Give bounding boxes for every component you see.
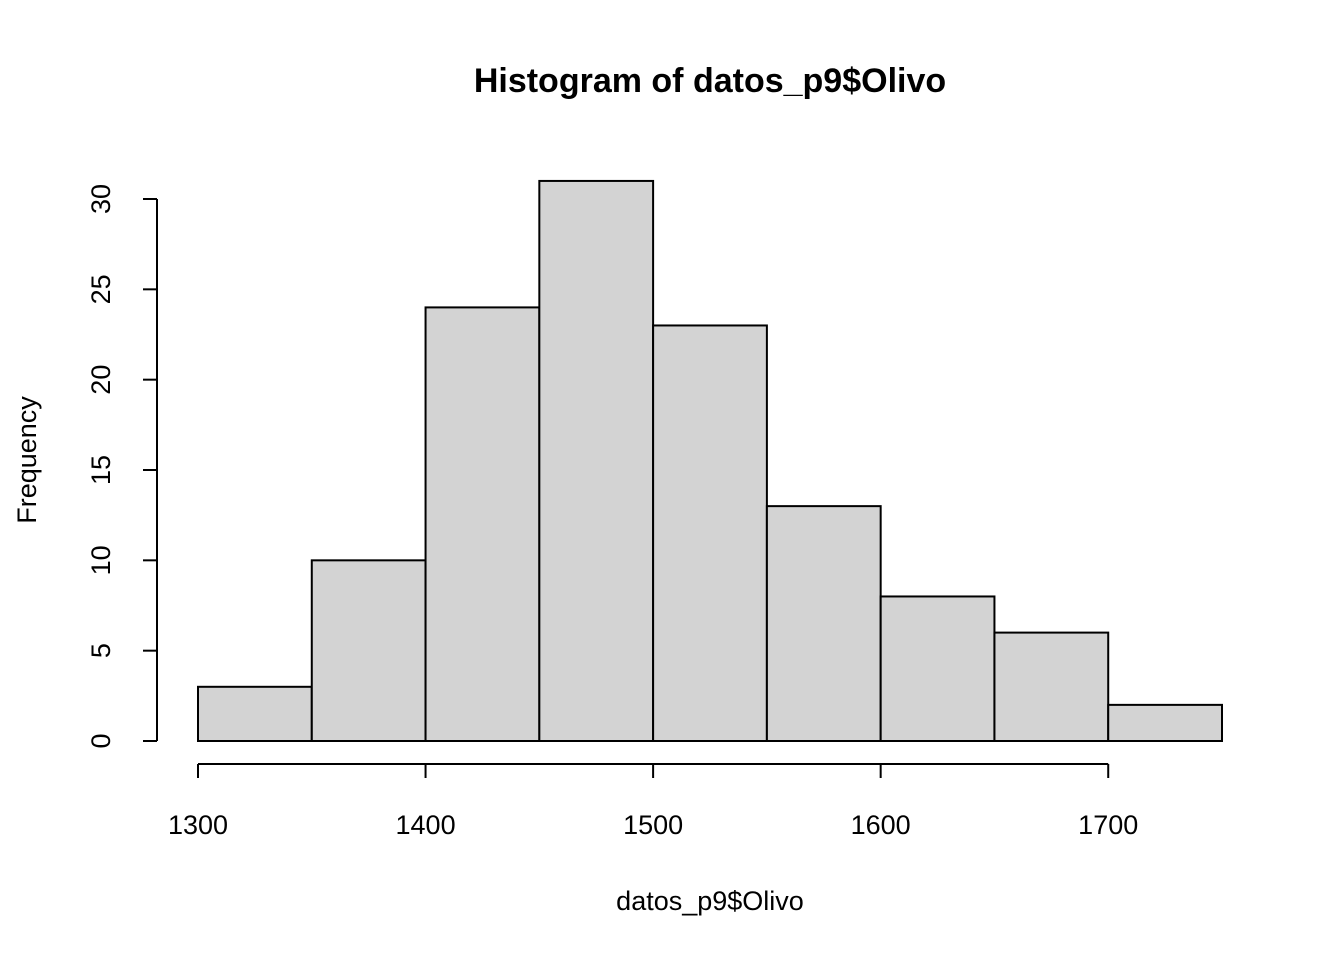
histogram-bar-1 — [310, 559, 427, 742]
x-tick-label-1: 1400 — [396, 810, 456, 840]
x-axis: 1300 1400 1500 1600 1700 — [168, 763, 1138, 840]
y-tick-label-6: 30 — [86, 184, 116, 214]
histogram-bar-7 — [993, 631, 1110, 742]
histogram-bar-2 — [424, 306, 541, 742]
x-axis-label: datos_p9$Olivo — [616, 886, 804, 916]
y-axis: 0 5 10 15 20 25 30 — [86, 184, 158, 749]
x-tick-label-2: 1500 — [623, 810, 683, 840]
histogram-bar-0 — [197, 685, 313, 742]
histogram-bar-8 — [1107, 703, 1223, 742]
chart-title: Histogram of datos_p9$Olivo — [474, 62, 946, 100]
histogram-bar-4 — [652, 324, 768, 742]
y-tick-label-3: 15 — [86, 455, 116, 485]
x-tick-label-4: 1700 — [1078, 810, 1138, 840]
y-axis-label: Frequency — [12, 396, 42, 524]
bars-group — [197, 179, 1223, 743]
y-tick-label-4: 20 — [86, 365, 116, 395]
histogram-bar-5 — [765, 505, 882, 742]
y-tick-label-0: 0 — [86, 733, 116, 748]
y-tick-label-5: 25 — [86, 274, 116, 304]
histogram-bar-3 — [538, 179, 655, 742]
y-tick-label-1: 5 — [86, 643, 116, 658]
histogram-bar-6 — [879, 595, 996, 743]
y-tick-label-2: 10 — [86, 545, 116, 575]
x-tick-label-0: 1300 — [168, 810, 228, 840]
x-tick-label-3: 1600 — [851, 810, 911, 840]
